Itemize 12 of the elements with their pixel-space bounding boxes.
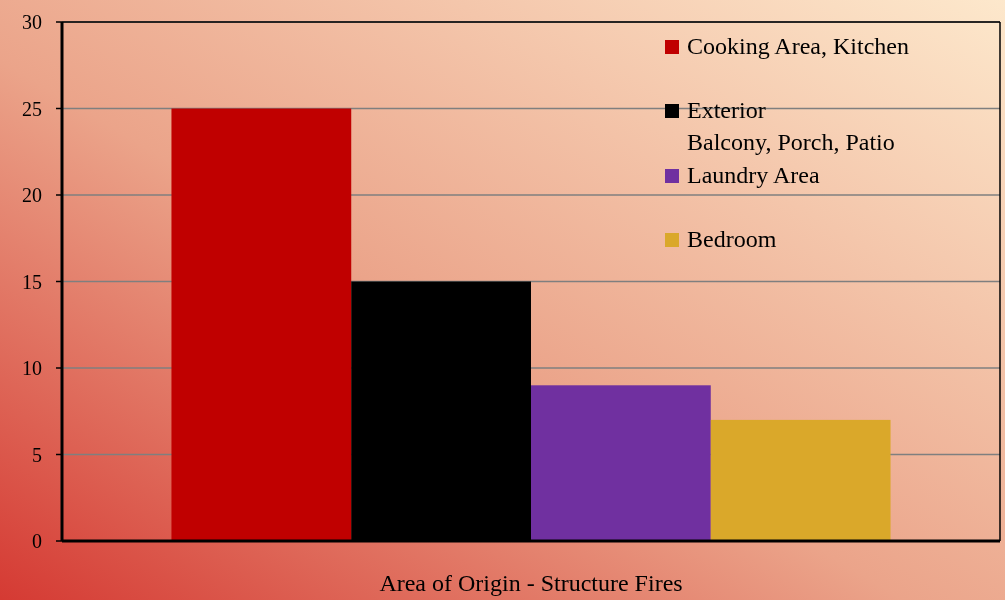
y-tick-label: 30 — [22, 11, 42, 33]
y-tick-label: 5 — [32, 443, 42, 466]
y-tick-label: 0 — [32, 530, 42, 552]
y-tick-label: 20 — [22, 184, 42, 206]
y-tick-label: 10 — [22, 357, 42, 379]
x-axis-title: Area of Origin - Structure Fires — [379, 570, 683, 596]
y-tick-label: 25 — [22, 97, 42, 120]
y-tick-label: 15 — [22, 270, 42, 293]
legend-label: Exterior Balcony, Porch, Patio — [687, 97, 895, 155]
legend-label: Cooking Area, Kitchen — [687, 33, 909, 59]
legend-label: Laundry Area — [687, 162, 820, 188]
legend-label: Bedroom — [687, 226, 777, 252]
